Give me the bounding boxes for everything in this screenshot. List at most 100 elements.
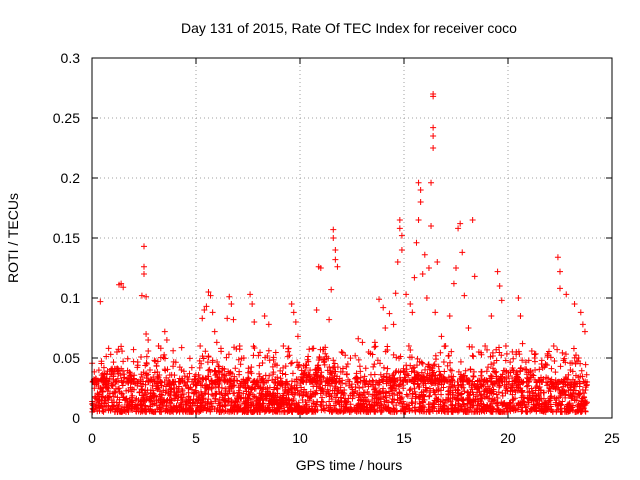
data-point-marker bbox=[326, 404, 333, 411]
data-point-marker bbox=[350, 392, 357, 399]
data-point-marker bbox=[185, 408, 192, 415]
data-point-marker bbox=[355, 356, 362, 363]
data-point-marker bbox=[487, 372, 494, 379]
data-point-marker bbox=[161, 328, 168, 335]
data-point-marker bbox=[396, 225, 403, 232]
data-point-marker bbox=[464, 405, 471, 412]
data-point-marker bbox=[151, 357, 158, 364]
data-point-marker bbox=[467, 366, 474, 373]
data-point-marker bbox=[532, 384, 539, 391]
y-tick-label: 0.15 bbox=[53, 230, 80, 246]
data-point-marker bbox=[254, 397, 261, 404]
data-point-marker bbox=[108, 366, 115, 373]
data-point-marker bbox=[483, 377, 490, 384]
data-point-marker bbox=[132, 402, 139, 409]
data-point-marker bbox=[457, 358, 464, 365]
data-point-marker bbox=[346, 378, 353, 385]
data-point-marker bbox=[388, 398, 395, 405]
data-point-marker bbox=[376, 296, 383, 303]
data-point-marker bbox=[115, 365, 122, 372]
data-point-marker bbox=[232, 402, 239, 409]
data-point-marker bbox=[502, 343, 509, 349]
data-point-marker bbox=[546, 405, 553, 412]
data-point-marker bbox=[411, 274, 418, 281]
data-point-marker bbox=[292, 405, 299, 412]
data-point-marker bbox=[200, 376, 207, 383]
data-point-marker bbox=[303, 401, 310, 408]
data-point-marker bbox=[95, 367, 102, 374]
data-point-marker bbox=[209, 377, 215, 384]
data-point-marker bbox=[178, 406, 185, 413]
data-point-marker bbox=[407, 386, 414, 393]
data-point-marker bbox=[342, 406, 349, 413]
data-point-marker bbox=[357, 368, 364, 375]
data-point-marker bbox=[139, 408, 146, 415]
data-point-marker bbox=[557, 379, 564, 385]
data-point-marker bbox=[515, 295, 522, 301]
data-point-marker bbox=[442, 343, 449, 349]
data-point-marker bbox=[371, 361, 378, 368]
data-point-marker bbox=[380, 304, 387, 311]
data-point-marker bbox=[275, 405, 282, 412]
data-point-marker bbox=[491, 360, 498, 367]
data-point-marker bbox=[563, 375, 570, 382]
data-point-marker bbox=[141, 407, 148, 414]
data-point-marker bbox=[570, 382, 577, 389]
data-point-marker bbox=[513, 348, 520, 355]
data-point-marker bbox=[164, 408, 171, 415]
data-point-marker bbox=[157, 378, 164, 385]
data-point-marker bbox=[398, 394, 405, 401]
data-point-marker bbox=[372, 343, 379, 350]
data-point-marker bbox=[254, 404, 261, 411]
data-point-marker bbox=[467, 398, 474, 405]
data-point-marker bbox=[544, 352, 551, 359]
data-point-marker bbox=[580, 378, 587, 385]
data-point-marker bbox=[128, 377, 135, 384]
data-point-marker bbox=[337, 368, 344, 375]
data-point-marker bbox=[421, 251, 428, 258]
data-point-marker bbox=[329, 364, 336, 371]
data-point-marker bbox=[169, 378, 176, 385]
data-point-marker bbox=[406, 354, 413, 361]
data-point-marker bbox=[432, 352, 439, 359]
data-point-marker bbox=[510, 355, 517, 362]
y-tick-label: 0 bbox=[72, 410, 80, 426]
data-point-marker bbox=[403, 291, 410, 298]
data-point-marker bbox=[150, 408, 157, 415]
data-point-marker bbox=[449, 407, 456, 414]
data-point-marker bbox=[557, 285, 563, 292]
data-point-marker bbox=[162, 383, 169, 390]
data-point-marker bbox=[116, 385, 123, 392]
data-point-marker bbox=[138, 292, 145, 299]
data-point-marker bbox=[272, 376, 279, 383]
data-point-marker bbox=[562, 394, 569, 401]
data-point-marker bbox=[469, 402, 476, 409]
data-point-marker bbox=[406, 387, 413, 394]
data-point-marker bbox=[274, 390, 281, 397]
data-point-marker bbox=[385, 404, 392, 411]
data-point-marker bbox=[481, 387, 488, 394]
data-point-marker bbox=[495, 389, 502, 396]
data-point-marker bbox=[423, 387, 430, 394]
data-point-marker bbox=[282, 371, 289, 378]
data-point-marker bbox=[371, 344, 378, 351]
data-point-marker bbox=[221, 401, 228, 408]
data-point-marker bbox=[239, 378, 246, 385]
data-point-marker bbox=[336, 378, 343, 385]
data-point-marker bbox=[381, 398, 388, 405]
data-point-marker bbox=[415, 371, 422, 378]
data-point-marker bbox=[344, 361, 351, 367]
data-point-marker bbox=[162, 389, 169, 396]
data-point-marker bbox=[99, 404, 106, 411]
data-point-marker bbox=[101, 371, 108, 378]
data-point-marker bbox=[298, 404, 305, 411]
data-point-marker bbox=[145, 337, 152, 343]
data-point-marker bbox=[468, 382, 475, 389]
data-point-marker bbox=[308, 405, 315, 412]
data-point-marker bbox=[184, 374, 191, 381]
data-point-marker bbox=[415, 383, 422, 390]
data-point-marker bbox=[111, 402, 118, 409]
data-point-marker bbox=[126, 403, 133, 410]
data-point-marker bbox=[141, 243, 147, 250]
data-point-marker bbox=[553, 408, 560, 415]
